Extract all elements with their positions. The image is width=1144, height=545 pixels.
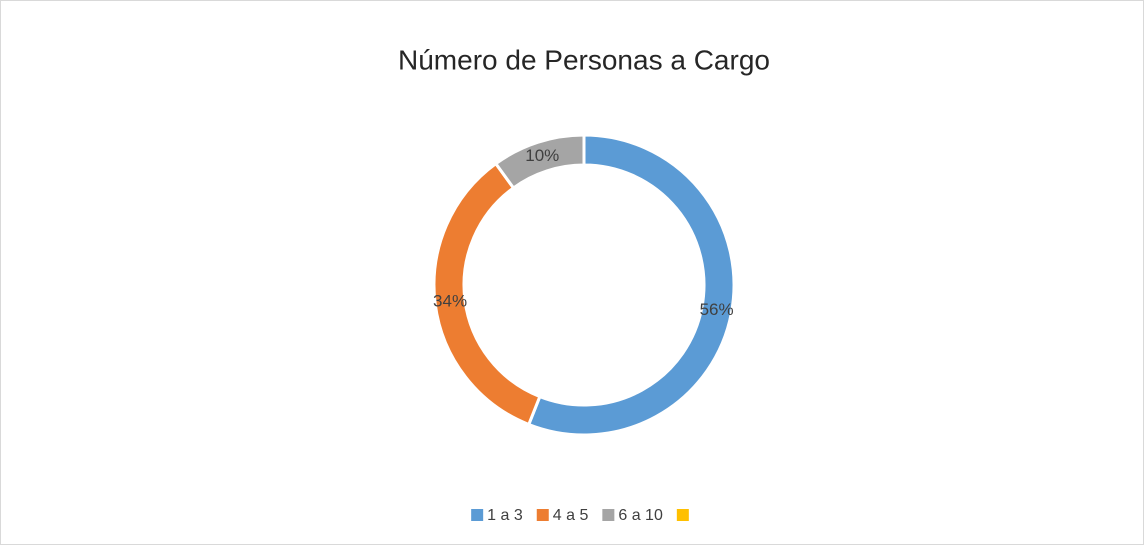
legend-label: 1 a 3 bbox=[487, 507, 523, 524]
legend-label: 4 a 5 bbox=[553, 507, 589, 524]
legend-swatch bbox=[676, 509, 689, 521]
donut-segment bbox=[526, 133, 736, 437]
legend: 1 a 3 4 a 5 6 a 10 bbox=[471, 507, 689, 524]
chart-title: Número de Personas a Cargo bbox=[398, 44, 770, 75]
data-label: 34% bbox=[433, 291, 467, 310]
data-label: 10% bbox=[525, 146, 559, 165]
legend-swatch bbox=[536, 509, 549, 521]
legend-label: 6 a 10 bbox=[618, 507, 663, 524]
legend-swatch bbox=[602, 509, 615, 521]
data-label: 56% bbox=[700, 300, 734, 319]
legend-swatch bbox=[471, 509, 484, 521]
